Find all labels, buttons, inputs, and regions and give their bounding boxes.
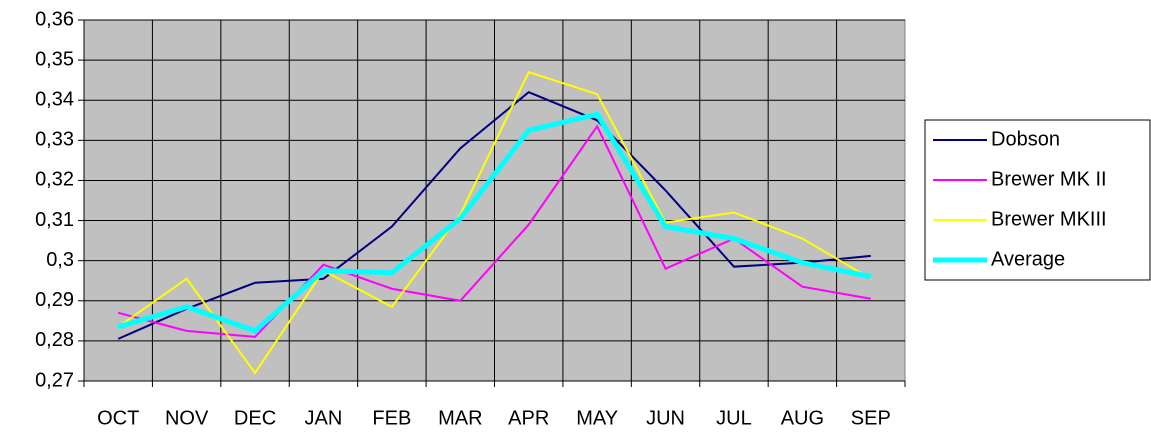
- y-tick-label: 0,32: [35, 169, 74, 191]
- series-line: [117, 124, 871, 338]
- series-line: [117, 91, 871, 340]
- x-tick-label: SEP: [851, 407, 891, 429]
- y-tick-label: 0,3: [46, 249, 74, 271]
- series-line: [117, 70, 872, 375]
- y-tick-label: 0,33: [35, 129, 74, 151]
- y-tick-label: 0,28: [35, 329, 74, 351]
- x-tick-label: AUG: [781, 407, 824, 429]
- x-tick-label: JUN: [646, 407, 685, 429]
- y-tick-label: 0,31: [35, 209, 74, 231]
- y-tick-label: 0,36: [35, 8, 74, 30]
- x-tick-label: FEB: [372, 407, 411, 429]
- y-tick-label: 0,29: [35, 289, 74, 311]
- legend-label: Dobson: [991, 128, 1060, 150]
- legend-label: Brewer MKIII: [991, 208, 1107, 230]
- x-tick-label: JUL: [716, 407, 752, 429]
- x-tick-label: APR: [508, 407, 549, 429]
- y-tick-label: 0,35: [35, 48, 74, 70]
- y-tick-label: 0,27: [35, 369, 74, 391]
- series-line: [117, 111, 872, 334]
- y-tick-label: 0,34: [35, 89, 74, 111]
- legend-label: Brewer MK II: [991, 168, 1107, 190]
- x-tick-label: NOV: [165, 407, 209, 429]
- x-tick-label: JAN: [305, 407, 343, 429]
- x-tick-label: OCT: [97, 407, 139, 429]
- legend-box: [924, 119, 1151, 281]
- x-tick-label: MAY: [576, 407, 618, 429]
- x-tick-label: MAR: [438, 407, 482, 429]
- legend-label: Average: [991, 248, 1065, 270]
- x-tick-label: DEC: [234, 407, 276, 429]
